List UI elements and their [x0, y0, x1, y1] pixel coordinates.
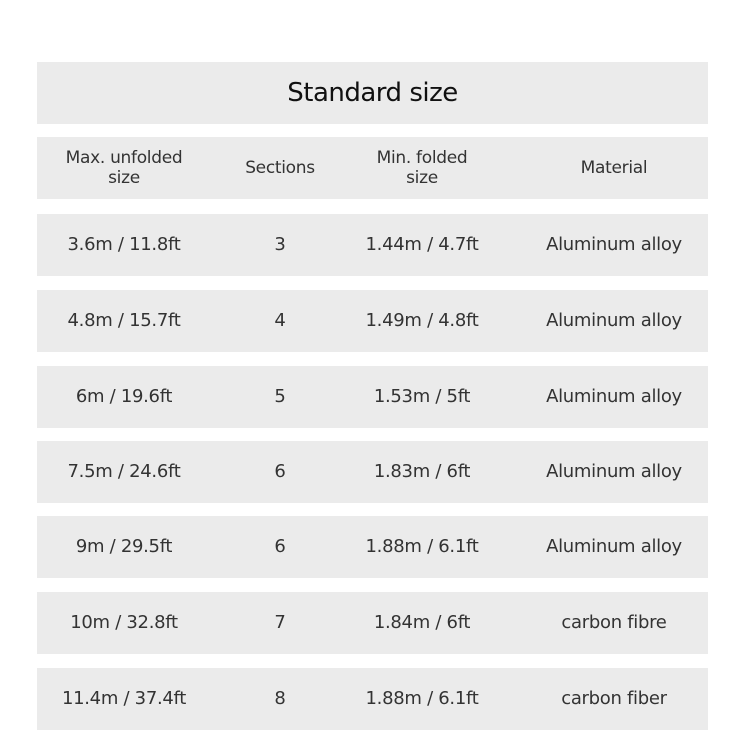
table-row: 9m / 29.5ft 6 1.88m / 6.1ft Aluminum alloy: [37, 516, 708, 578]
cell-max-unfolded-size: 11.4m / 37.4ft: [61, 688, 187, 709]
cell-min-folded-size: 1.88m / 6.1ft: [365, 688, 479, 709]
cell-material: Aluminum alloy: [546, 234, 682, 255]
header-line: Min. folded: [376, 148, 468, 168]
table-row: 7.5m / 24.6ft 6 1.83m / 6ft Aluminum alloy: [37, 441, 708, 503]
cell-material: Aluminum alloy: [546, 536, 682, 557]
table-row: 4.8m / 15.7ft 4 1.49m / 4.8ft Aluminum allo…: [37, 290, 708, 352]
cell-material: carbon fibre: [561, 612, 667, 633]
cell-min-folded-size: 1.88m / 6.1ft: [365, 536, 479, 557]
cell-material: Aluminum alloy: [546, 461, 682, 482]
cell-max-unfolded-size: 7.5m / 24.6ft: [67, 461, 181, 482]
header-max-unfolded-size: Max. unfolded size: [66, 148, 183, 188]
table-row: 6m / 19.6ft 5 1.53m / 5ft Aluminum alloy: [37, 366, 708, 428]
cell-material: Aluminum alloy: [546, 310, 682, 331]
table-row: 11.4m / 37.4ft 8 1.88m / 6.1ft carbon fiber: [37, 668, 708, 730]
table-row: 10m / 32.8ft 7 1.84m / 6ft carbon fibre: [37, 592, 708, 654]
cell-material: Aluminum alloy: [546, 386, 682, 407]
cell-max-unfolded-size: 10m / 32.8ft: [70, 612, 178, 633]
header-line: size: [406, 168, 438, 188]
cell-min-folded-size: 1.83m / 6ft: [373, 461, 471, 482]
table-title: Standard size: [37, 62, 708, 124]
cell-min-folded-size: 1.84m / 6ft: [373, 612, 471, 633]
cell-sections: 8: [274, 688, 286, 709]
cell-max-unfolded-size: 9m / 29.5ft: [75, 536, 173, 557]
cell-material: carbon fiber: [561, 688, 667, 709]
cell-min-folded-size: 1.53m / 5ft: [373, 386, 471, 407]
cell-max-unfolded-size: 6m / 19.6ft: [75, 386, 173, 407]
header-material: Material: [580, 158, 648, 178]
cell-max-unfolded-size: 4.8m / 15.7ft: [67, 310, 181, 331]
header-row: Max. unfolded size Sections Min. folded si…: [37, 137, 708, 199]
header-sections: Sections: [245, 158, 315, 178]
header-line: Max. unfolded: [65, 148, 183, 168]
cell-sections: 6: [274, 461, 286, 482]
table-row: 3.6m / 11.8ft 3 1.44m / 4.7ft Aluminum allo…: [37, 214, 708, 276]
header-min-folded-size: Min. folded size: [377, 148, 468, 188]
cell-sections: 6: [274, 536, 286, 557]
cell-min-folded-size: 1.49m / 4.8ft: [365, 310, 479, 331]
cell-max-unfolded-size: 3.6m / 11.8ft: [67, 234, 181, 255]
header-line: size: [108, 168, 140, 188]
cell-sections: 7: [274, 612, 286, 633]
cell-min-folded-size: 1.44m / 4.7ft: [365, 234, 479, 255]
cell-sections: 5: [274, 386, 286, 407]
cell-sections: 3: [274, 234, 286, 255]
cell-sections: 4: [274, 310, 286, 331]
